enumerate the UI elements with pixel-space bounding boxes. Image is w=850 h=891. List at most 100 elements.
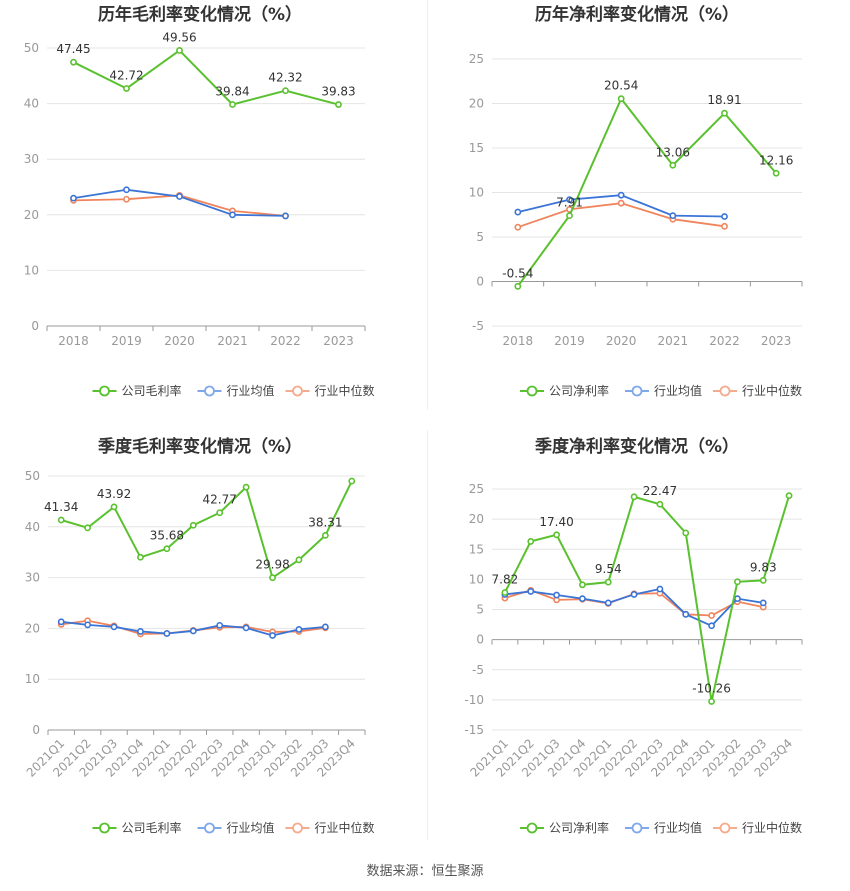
chart-title: 季度毛利率变化情况（%） <box>98 436 302 457</box>
x-tick-label: 2023 <box>761 334 792 348</box>
data-point <box>527 588 535 595</box>
legend-label: 行业中位数 <box>315 383 375 398</box>
data-point <box>282 212 289 220</box>
data-label: -10.26 <box>692 681 731 695</box>
data-label: 39.83 <box>321 85 355 99</box>
chart-title: 历年净利率变化情况（%） <box>535 4 739 25</box>
data-label: 42.72 <box>109 68 143 82</box>
y-tick-label: 10 <box>24 263 39 277</box>
y-tick-label: 5 <box>476 230 484 244</box>
legend-label: 行业中位数 <box>742 383 802 398</box>
chart-quarterly-net-margin: 季度净利率变化情况（%） -15 -10 -5 0 5 10 15 20 25 2021Q1 2021… <box>430 432 850 852</box>
legend-swatch-marker <box>631 385 643 397</box>
data-point <box>566 196 573 204</box>
data-point <box>216 621 224 629</box>
data-point <box>553 531 560 539</box>
data-point <box>669 161 677 169</box>
data-point <box>604 578 612 586</box>
y-tick-label: -5 <box>472 319 484 333</box>
x-tick-label: 2021 <box>217 334 248 348</box>
data-label: 42.32 <box>268 71 302 85</box>
data-point <box>163 545 171 553</box>
legend-swatch-marker <box>292 822 303 834</box>
data-point <box>84 524 92 532</box>
legend-swatch-marker <box>719 385 731 397</box>
data-point <box>759 599 767 607</box>
data-point <box>321 623 329 631</box>
y-tick-label: 0 <box>476 275 484 289</box>
y-tick-label: 40 <box>24 97 39 111</box>
legend-swatch-marker <box>292 385 303 397</box>
data-point <box>176 47 183 54</box>
data-point <box>242 483 250 491</box>
data-point <box>282 87 289 95</box>
data-point <box>682 610 690 618</box>
y-tick-label: 20 <box>24 208 39 222</box>
data-point <box>229 211 236 219</box>
data-point <box>514 208 522 216</box>
data-point <box>708 698 715 705</box>
data-label: 12.16 <box>759 153 793 167</box>
chart-title: 季度净利率变化情况（%） <box>535 436 739 457</box>
data-point <box>734 578 741 586</box>
y-tick-label: -5 <box>472 663 484 677</box>
data-label: 13.06 <box>656 145 690 159</box>
x-tick-label: 2022 <box>709 334 740 348</box>
data-label: 43.92 <box>97 487 131 501</box>
legend-swatch-marker <box>99 385 110 397</box>
data-point <box>137 628 144 635</box>
x-tick-label: 2022 <box>270 334 301 348</box>
data-point <box>137 553 144 561</box>
legend-label: 行业中位数 <box>315 820 375 835</box>
chart-quarterly-gross-margin: 季度毛利率变化情况（%） 0 10 20 30 40 50 2021Q1 2021Q2 2021Q… <box>0 432 425 852</box>
data-label: 42.77 <box>203 493 237 507</box>
data-source-note: 数据来源：恒生聚源 <box>366 864 484 879</box>
data-point <box>348 477 356 485</box>
y-tick-label: 10 <box>469 186 484 200</box>
data-point <box>630 493 638 501</box>
legend-label: 行业均值 <box>654 820 702 835</box>
data-point <box>70 58 77 66</box>
legend-swatch-marker <box>719 822 731 834</box>
y-tick-label: 0 <box>31 319 39 333</box>
data-label: 17.40 <box>539 515 573 529</box>
data-point <box>242 624 250 632</box>
x-tick-label: 2020 <box>164 334 195 348</box>
data-point <box>617 191 625 199</box>
data-point <box>721 213 728 220</box>
y-tick-label: 0 <box>476 633 484 647</box>
y-tick-label: 20 <box>469 512 484 526</box>
y-tick-label: 20 <box>25 621 40 635</box>
x-tick-label: 2018 <box>58 334 89 348</box>
y-tick-label: 20 <box>469 97 484 111</box>
chart-svg: 历年毛利率变化情况（%） 0 10 20 30 40 50 2018 2019 2020 2021 2… <box>24 4 375 398</box>
data-point <box>566 212 573 220</box>
x-tick-label: 2021 <box>658 334 689 348</box>
data-label: 47.45 <box>56 42 90 56</box>
data-point <box>734 595 741 603</box>
chart-title: 历年毛利率变化情况（%） <box>98 4 302 25</box>
legend-label: 行业均值 <box>654 383 702 398</box>
x-tick-label: 2019 <box>111 334 142 348</box>
series-line <box>517 96 777 287</box>
chart-svg: 历年净利率变化情况（%） -5 0 5 10 15 20 25 2018 2019 2020 2021… <box>469 4 803 398</box>
data-point <box>656 500 664 508</box>
data-point <box>70 194 77 202</box>
legend-label: 公司毛利率 <box>122 383 182 398</box>
data-point <box>189 627 197 635</box>
y-tick-label: 15 <box>469 542 484 556</box>
legend-label: 公司毛利率 <box>122 820 182 835</box>
data-point <box>110 623 118 631</box>
data-point <box>501 589 509 596</box>
y-tick-label: -15 <box>464 723 484 737</box>
data-label: 7.91 <box>556 196 583 210</box>
y-tick-label: 30 <box>24 152 39 166</box>
data-point <box>176 193 183 200</box>
data-point <box>514 223 522 231</box>
y-tick-label: 5 <box>476 603 484 617</box>
data-point <box>604 599 612 607</box>
chart-svg: 季度毛利率变化情况（%）010203040502021Q12021Q22021Q… <box>24 436 375 835</box>
data-point <box>321 531 329 539</box>
data-label: 39.84 <box>215 84 249 98</box>
legend-swatch-marker <box>526 385 538 397</box>
